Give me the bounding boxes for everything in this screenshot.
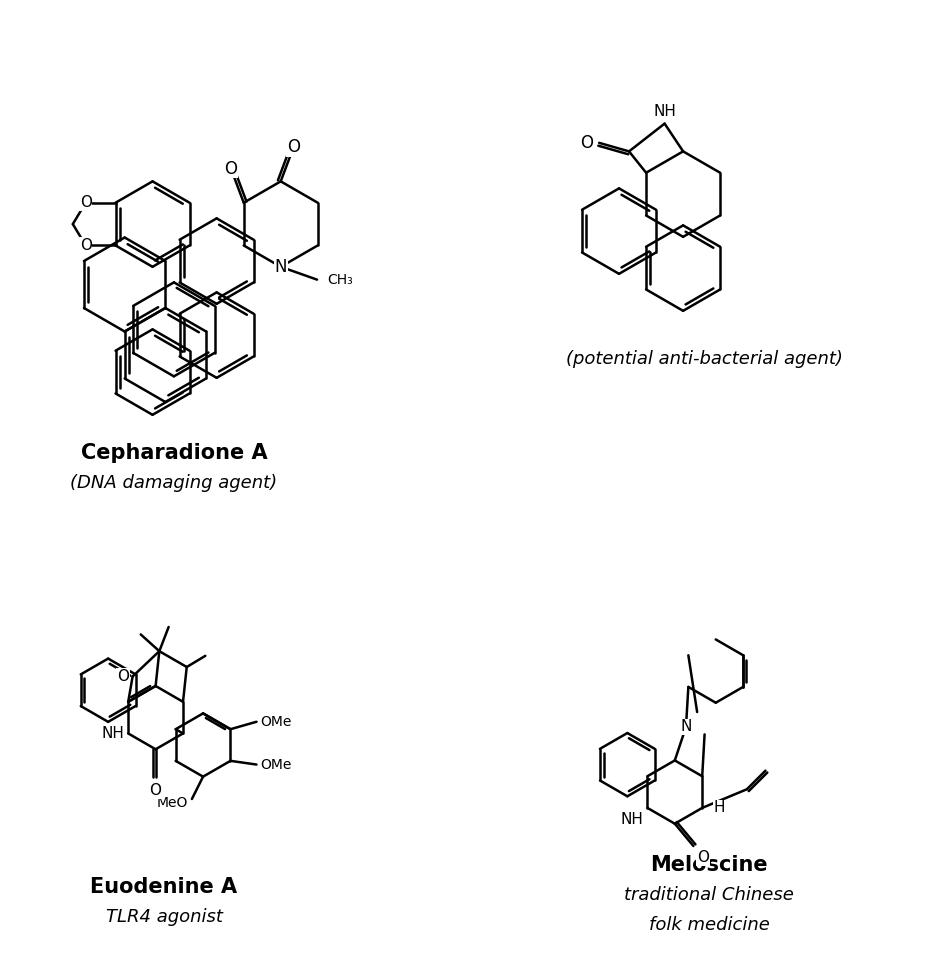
Text: traditional Chinese: traditional Chinese <box>625 886 794 904</box>
Text: N: N <box>681 720 692 734</box>
Text: OMe: OMe <box>260 715 291 729</box>
Text: O: O <box>149 783 162 798</box>
Text: Cepharadione A: Cepharadione A <box>81 444 268 463</box>
Text: TLR4 agonist: TLR4 agonist <box>106 908 223 926</box>
Text: O: O <box>80 195 91 211</box>
Text: O: O <box>697 850 709 865</box>
Text: OMe: OMe <box>260 757 291 772</box>
Text: CH₃: CH₃ <box>327 273 353 286</box>
Text: O: O <box>225 159 237 178</box>
Text: (DNA damaging agent): (DNA damaging agent) <box>70 474 277 492</box>
Text: (potential anti-bacterial agent): (potential anti-bacterial agent) <box>566 351 843 368</box>
Text: O: O <box>117 669 129 684</box>
Text: NH: NH <box>621 812 644 826</box>
Text: NH: NH <box>102 726 125 741</box>
Text: O: O <box>580 134 593 151</box>
Text: NH: NH <box>653 104 676 119</box>
Text: Meloscine: Meloscine <box>650 855 768 875</box>
Text: N: N <box>274 258 287 276</box>
Text: H: H <box>713 800 724 816</box>
Text: O: O <box>288 138 300 156</box>
Text: MeO: MeO <box>157 795 188 810</box>
Text: Euodenine A: Euodenine A <box>90 878 238 897</box>
Text: folk medicine: folk medicine <box>649 916 769 934</box>
Text: O: O <box>80 238 91 253</box>
